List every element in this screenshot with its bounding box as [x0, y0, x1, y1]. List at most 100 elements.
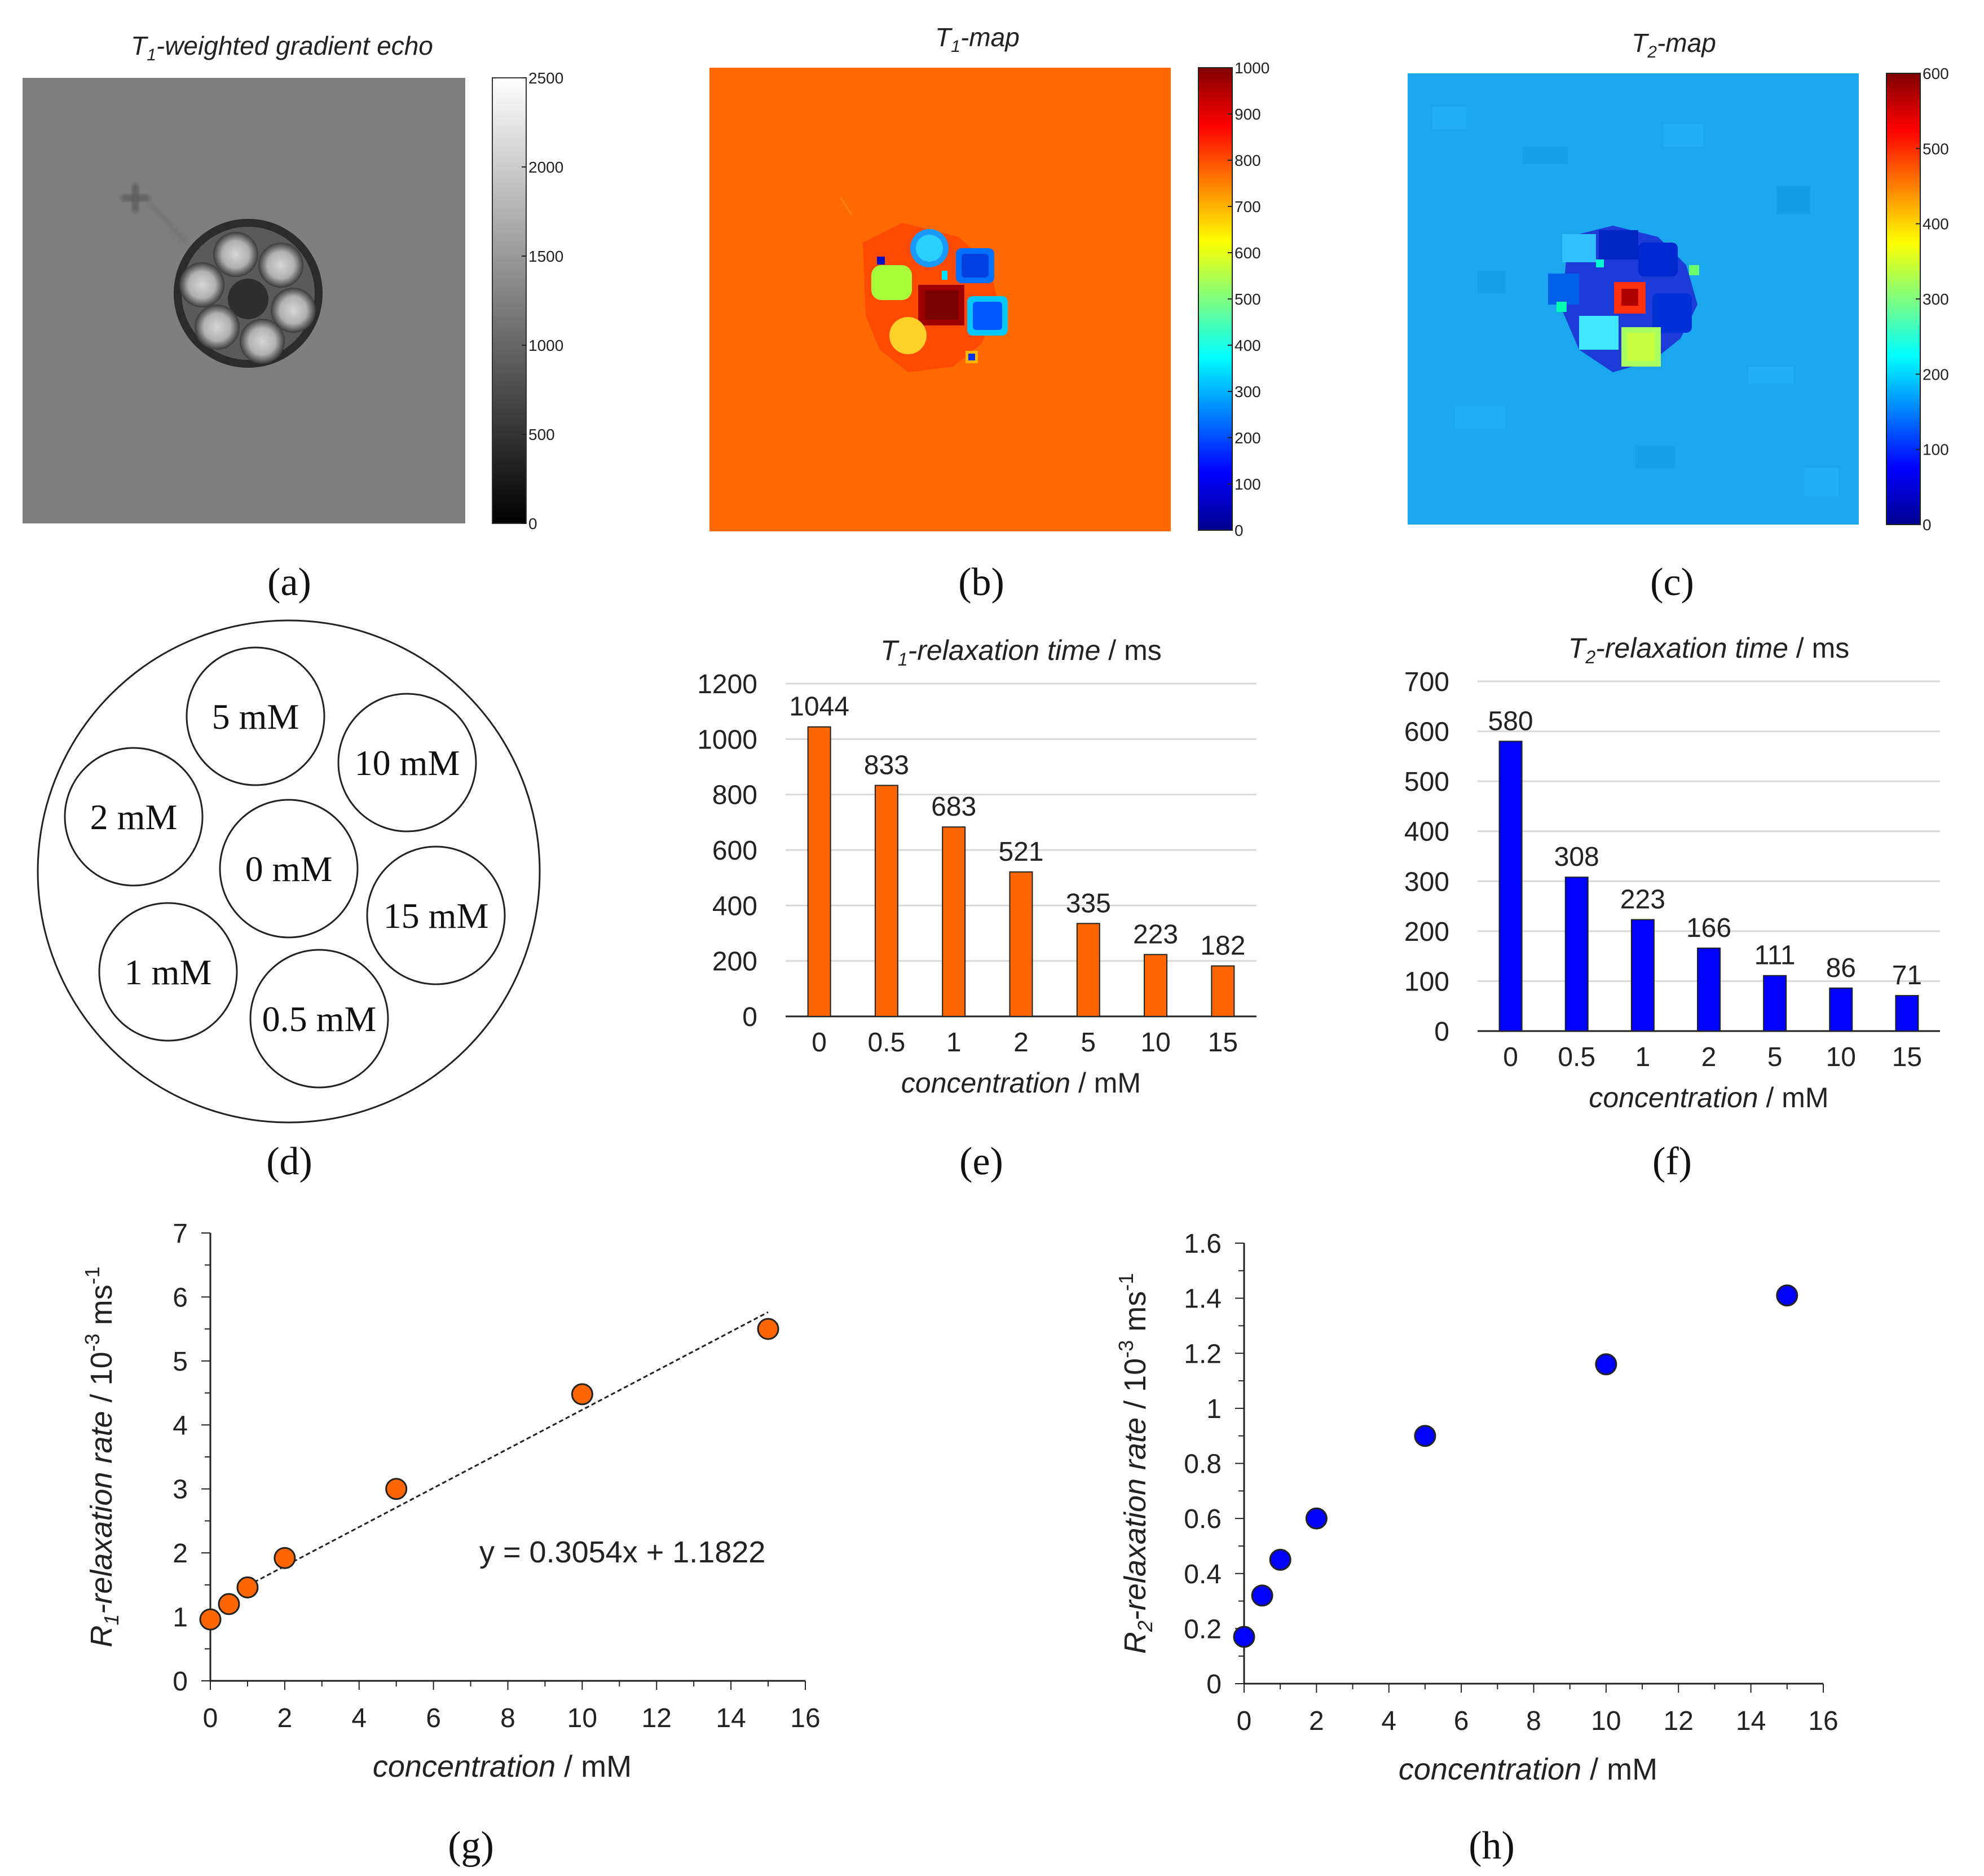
- bar-data-label: 182: [1200, 931, 1245, 961]
- jet-colorbar-t2-ticks: 600 500 400 300 200 100 0: [1916, 65, 1949, 534]
- chart-title: T2-relaxation time / ms: [1568, 632, 1849, 667]
- y-tick-label: 1000: [697, 725, 757, 755]
- x-tick-label: 12: [1664, 1706, 1694, 1736]
- y-tick-label: 3: [173, 1475, 188, 1505]
- y-tick-label: 400: [1404, 817, 1449, 847]
- x-tick-label: 1: [946, 1028, 962, 1058]
- x-tick-label: 8: [1526, 1706, 1541, 1736]
- y-tick-label: 0: [742, 1002, 757, 1032]
- tube-label: 0.5 mM: [262, 999, 377, 1039]
- x-tick-label: 4: [1381, 1706, 1396, 1736]
- y-tick-label: 600: [712, 836, 757, 866]
- x-tick-label: 0: [812, 1028, 827, 1058]
- tube-label: 2 mM: [90, 797, 178, 837]
- tube-circle: [337, 693, 477, 833]
- y-axis-label-part: -relaxation rate: [85, 1411, 118, 1614]
- x-tick-label: 15: [1208, 1028, 1238, 1058]
- x-tick-label: 6: [1454, 1706, 1469, 1736]
- panel-label-c: (c): [1650, 561, 1694, 604]
- bar: [1895, 995, 1919, 1032]
- y-tick-label: 400: [712, 891, 757, 921]
- bar: [1763, 975, 1787, 1032]
- y-axis-label-part: ms: [85, 1284, 118, 1333]
- colorbar-tick-label: 100: [1923, 441, 1949, 459]
- x-axis-label-part: concentration: [1399, 1752, 1581, 1786]
- tube-circle: [249, 949, 389, 1089]
- x-tick-label: 10: [1591, 1706, 1621, 1736]
- t1-map-phantom: [839, 196, 1008, 372]
- y-axis-label: R1-relaxation rate / 10-3 ms-1: [81, 1266, 123, 1647]
- colorbar-tick-label: 600: [1235, 244, 1261, 262]
- panel-label-f: (f): [1652, 1140, 1692, 1183]
- colorbar-tick-label: 400: [1923, 215, 1949, 233]
- y-axis-label-part: 1: [100, 1614, 123, 1626]
- image-artifact: [121, 184, 187, 244]
- x-axis-label-part: concentration: [901, 1067, 1070, 1099]
- y-tick-label: 700: [1404, 667, 1449, 697]
- colorbar-tick-label: 500: [528, 426, 555, 443]
- x-axis-label-part: / mM: [1581, 1752, 1657, 1786]
- chart-title-part: T: [1568, 632, 1588, 664]
- x-tick-label: 0: [203, 1703, 218, 1733]
- bar: [942, 826, 966, 1017]
- y-tick-label: 0: [1206, 1670, 1222, 1699]
- panel-a: T1-weighted gradient echo 2500 2000 1500 10…: [23, 31, 563, 532]
- x-tick-label: 5: [1081, 1028, 1096, 1058]
- y-tick-label: 200: [712, 947, 757, 977]
- phantom-image: [174, 219, 323, 368]
- panel-label-h: (h): [1469, 1824, 1515, 1868]
- data-point: [1776, 1284, 1798, 1307]
- colorbar-tick-label: 600: [1923, 65, 1949, 82]
- x-axis-label-part: concentration: [373, 1750, 555, 1783]
- chart-title-part: / ms: [1788, 632, 1849, 664]
- data-point: [385, 1478, 408, 1500]
- y-axis-label-part: -1: [1114, 1273, 1138, 1291]
- data-point: [218, 1593, 240, 1615]
- y-tick-label: 500: [1404, 767, 1449, 797]
- bar: [1697, 947, 1721, 1032]
- y-tick-label: 100: [1404, 967, 1449, 997]
- panel-c-title: T2-map: [1632, 28, 1716, 61]
- panel-c: T2-map: [1408, 28, 1949, 534]
- chart-title: T1-relaxation time / ms: [880, 635, 1161, 670]
- x-tick-label: 0: [1237, 1706, 1252, 1736]
- y-axis-label-part: / 10: [85, 1351, 118, 1411]
- tube-label: 5 mM: [212, 697, 299, 737]
- bar-data-label: 111: [1754, 941, 1796, 971]
- data-point: [1251, 1584, 1273, 1607]
- data-point: [1595, 1353, 1617, 1376]
- colorbar-tick-label: 100: [1235, 475, 1261, 493]
- x-tick-label: 2: [277, 1703, 293, 1733]
- data-point: [236, 1576, 259, 1598]
- x-tick-label: 6: [426, 1703, 441, 1733]
- colorbar-tick-label: 500: [1923, 140, 1949, 157]
- y-tick-label: 5: [173, 1347, 188, 1377]
- bar: [1564, 877, 1589, 1032]
- data-point: [199, 1608, 222, 1631]
- x-axis-label: concentration / mM: [901, 1067, 1141, 1099]
- bar-data-label: 86: [1826, 953, 1856, 983]
- y-axis-label: R2-relaxation rate / 10-3 ms-1: [1114, 1273, 1157, 1654]
- x-axis-label: concentration / mM: [373, 1750, 632, 1783]
- colorbar-tick-label: 800: [1235, 152, 1261, 169]
- tube-circle: [186, 646, 325, 786]
- phantom-outline: [37, 619, 541, 1124]
- x-tick-label: 0.5: [1558, 1042, 1595, 1072]
- y-tick-label: 0.8: [1184, 1450, 1222, 1479]
- data-point: [1305, 1507, 1328, 1530]
- t2-map-phantom: [1548, 226, 1699, 372]
- data-point: [1414, 1425, 1436, 1447]
- bar-data-label: 223: [1133, 919, 1178, 949]
- tube-label: 1 mM: [125, 952, 212, 992]
- x-tick-label: 10: [567, 1703, 597, 1733]
- trendline-equation: y = 0.3054x + 1.1822: [479, 1535, 765, 1569]
- x-tick-label: 10: [1140, 1028, 1170, 1058]
- chart-title-part: 1: [898, 649, 908, 670]
- x-tick-label: 14: [716, 1703, 746, 1733]
- y-axis-label-part: R: [1118, 1632, 1152, 1654]
- bar-data-label: 335: [1066, 888, 1111, 918]
- tube-circle: [98, 902, 238, 1042]
- y-tick-label: 6: [173, 1283, 188, 1313]
